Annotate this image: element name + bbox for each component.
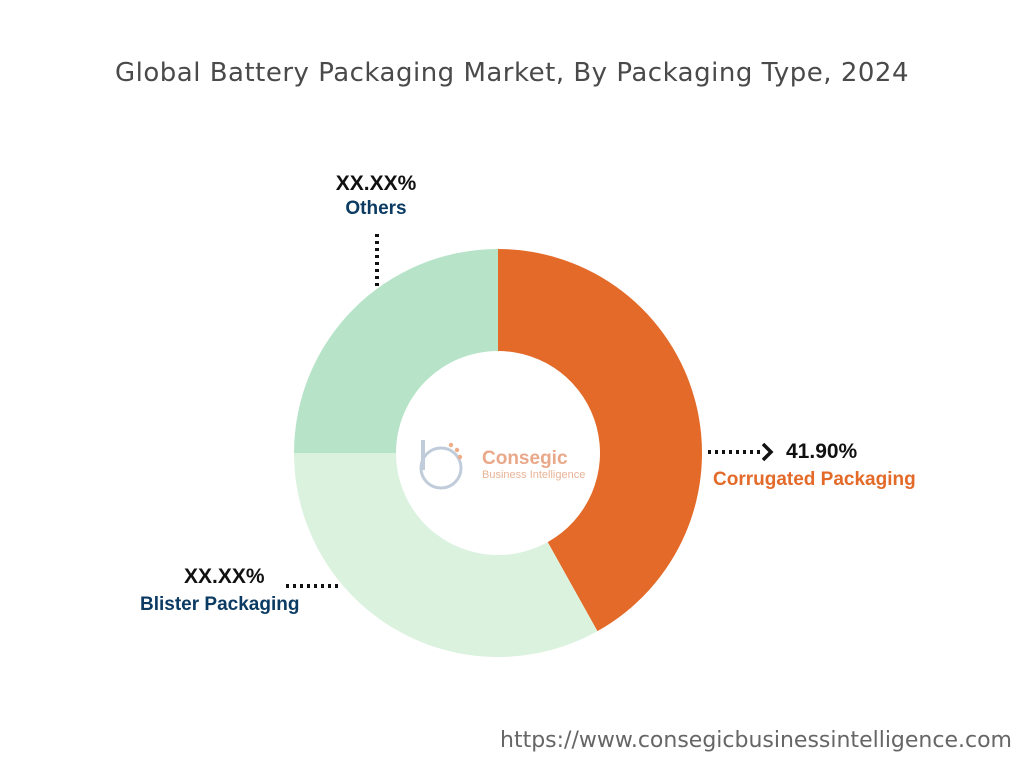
donut-slice-blister-packaging <box>294 453 598 657</box>
label-blister: XX.XX% Blister Packaging <box>140 565 315 616</box>
consegic-logo-icon <box>419 440 463 490</box>
chart-title: Global Battery Packaging Market, By Pack… <box>115 58 909 88</box>
value-label-others: XX.XX% <box>335 172 417 195</box>
donut-slice-corrugated-packaging <box>498 249 703 632</box>
source-url: https://www.consegicbusinessintelligence… <box>500 728 1012 753</box>
watermark-logo: Consegic Business Intelligence <box>482 448 585 481</box>
category-label-others: Others <box>345 198 407 219</box>
value-label-corrugated: 41.90% <box>786 440 858 463</box>
category-label-blister: Blister Packaging <box>140 594 300 615</box>
value-label-blister: XX.XX% <box>184 565 265 588</box>
category-label-corrugated: Corrugated Packaging <box>713 469 916 490</box>
donut-slice-others <box>294 249 498 453</box>
arrow-head-icon <box>761 442 774 462</box>
label-corrugated: 41.90% Corrugated Packaging <box>713 440 916 491</box>
logo-name: Consegic <box>482 448 568 469</box>
label-others: XX.XX% Others <box>300 172 452 220</box>
logo-tagline: Business Intelligence <box>482 469 586 481</box>
